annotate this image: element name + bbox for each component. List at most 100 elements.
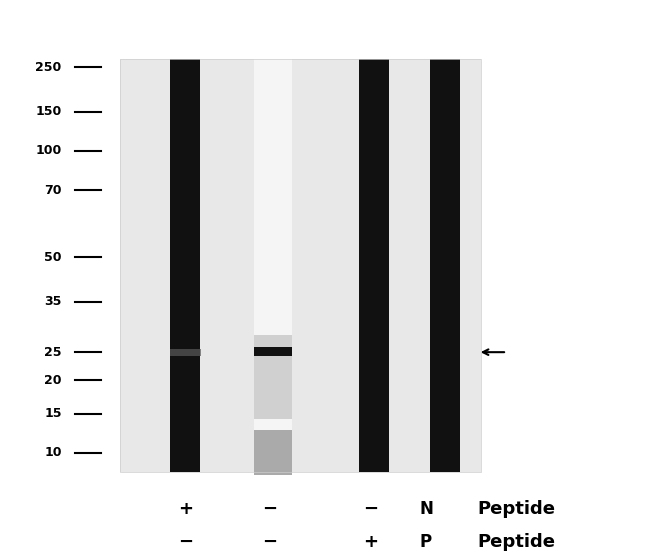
Bar (359, 306, 389, 308)
Bar (170, 446, 200, 447)
Bar (359, 329, 389, 331)
Bar (389, 59, 430, 472)
Bar (359, 439, 389, 441)
Bar (170, 256, 200, 258)
Bar (430, 333, 460, 335)
Bar (430, 462, 460, 464)
Bar (170, 468, 200, 470)
Bar (359, 342, 389, 343)
Text: 10: 10 (44, 446, 62, 459)
Bar (359, 418, 389, 420)
Text: 70: 70 (44, 183, 62, 197)
Bar (359, 194, 389, 196)
Bar (170, 75, 200, 77)
Bar (359, 356, 389, 358)
Bar (170, 258, 200, 260)
Bar (170, 160, 200, 163)
Bar (170, 433, 200, 435)
Bar (170, 98, 200, 100)
Bar (359, 464, 389, 466)
Bar (170, 368, 200, 371)
Bar (359, 435, 389, 437)
Bar (170, 241, 200, 244)
Bar (170, 406, 200, 408)
Bar (430, 354, 460, 356)
Bar (430, 319, 460, 321)
Bar (430, 136, 460, 138)
Bar (430, 233, 460, 235)
Bar (359, 281, 389, 283)
Bar (359, 296, 389, 298)
Bar (430, 468, 460, 470)
Bar (430, 123, 460, 125)
Bar (430, 447, 460, 449)
Bar (170, 215, 200, 217)
Bar (170, 158, 200, 160)
Bar (430, 298, 460, 300)
Bar (170, 84, 200, 86)
Bar (170, 267, 200, 269)
Bar (359, 373, 389, 375)
Bar (359, 256, 389, 258)
Bar (359, 231, 389, 233)
Bar (359, 169, 389, 171)
Bar (359, 337, 389, 339)
Bar (359, 343, 389, 345)
Bar (359, 260, 389, 262)
Bar (359, 67, 389, 69)
Bar (170, 71, 200, 73)
Bar (430, 420, 460, 423)
Bar (359, 235, 389, 238)
Bar (254, 335, 292, 419)
Bar (170, 343, 200, 345)
Bar (430, 102, 460, 105)
Bar (430, 115, 460, 117)
Bar (170, 171, 200, 173)
Bar (170, 316, 200, 319)
Bar (430, 59, 460, 61)
Bar (359, 350, 389, 352)
Bar (430, 366, 460, 368)
Bar (359, 119, 389, 121)
Bar (430, 194, 460, 196)
Bar (359, 196, 389, 198)
Bar (170, 460, 200, 462)
Bar (430, 209, 460, 210)
Bar (430, 252, 460, 254)
Bar (430, 406, 460, 408)
Bar (170, 123, 200, 125)
Bar (430, 348, 460, 350)
Bar (170, 117, 200, 119)
Bar (170, 277, 200, 279)
Bar (170, 383, 200, 385)
Bar (170, 456, 200, 458)
Bar (430, 437, 460, 439)
Bar (170, 352, 200, 354)
Bar (359, 391, 389, 394)
Bar (359, 339, 389, 342)
Bar (359, 262, 389, 264)
Bar (359, 227, 389, 229)
Bar (430, 225, 460, 227)
Text: 25: 25 (44, 345, 62, 359)
Bar (430, 470, 460, 472)
Bar (170, 61, 200, 63)
Bar (170, 362, 200, 364)
Bar (430, 227, 460, 229)
Bar (170, 391, 200, 394)
Bar (170, 414, 200, 416)
Bar (170, 279, 200, 281)
Bar (430, 63, 460, 65)
Bar (430, 177, 460, 179)
Bar (430, 443, 460, 446)
Bar (430, 331, 460, 333)
Bar (170, 377, 200, 379)
Bar (359, 345, 389, 348)
Bar (430, 105, 460, 107)
Bar (430, 223, 460, 225)
Bar (170, 306, 200, 308)
Bar (170, 394, 200, 395)
Bar (254, 430, 292, 475)
Bar (359, 134, 389, 136)
Bar (170, 435, 200, 437)
